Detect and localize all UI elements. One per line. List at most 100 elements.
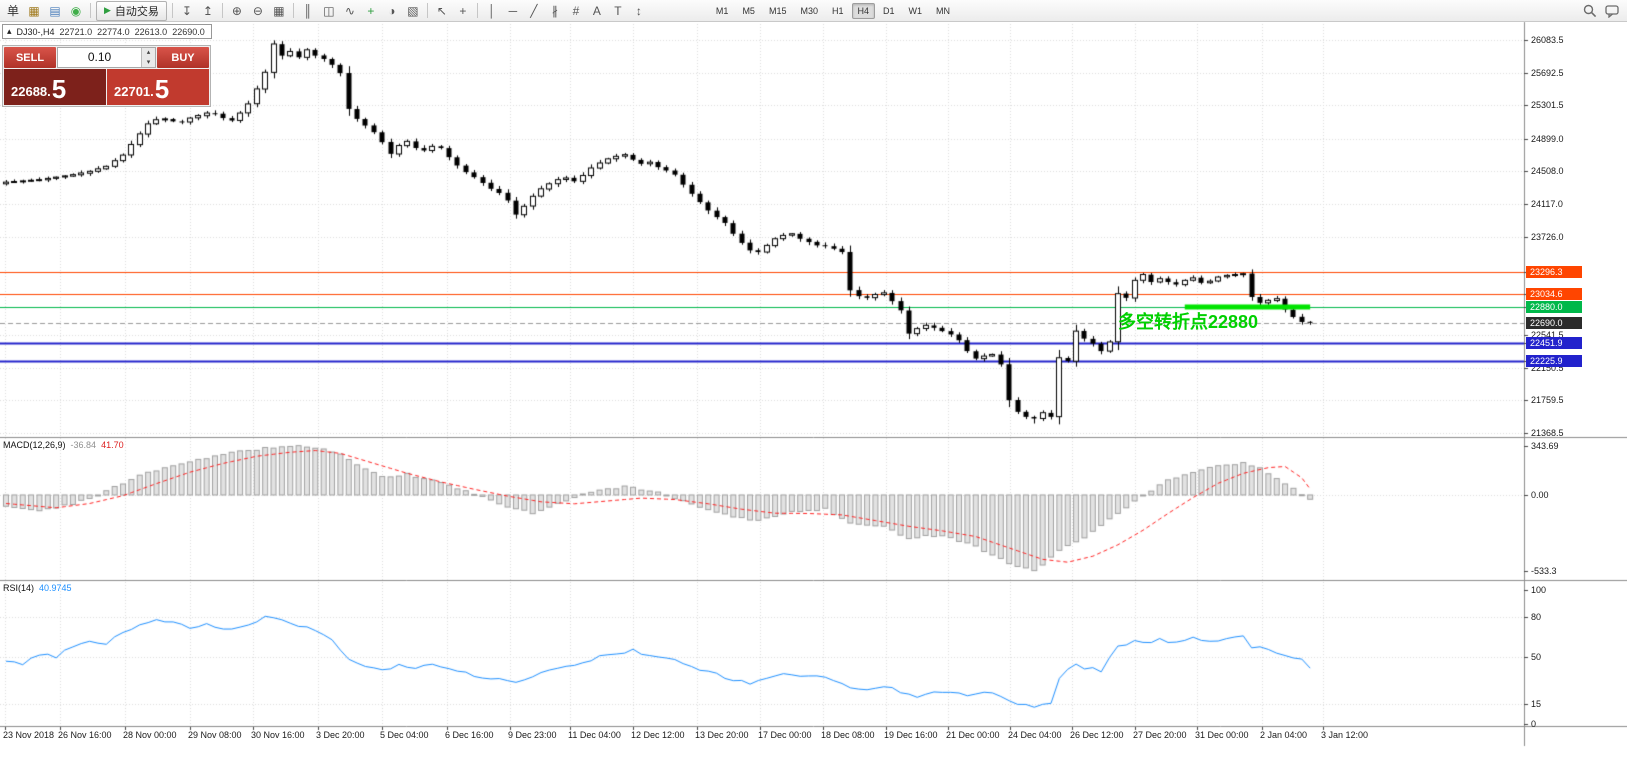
timeframe-button-m30[interactable]: M30	[800, 5, 818, 16]
zoom-in-icon[interactable]: ⊕	[231, 3, 242, 18]
chart-tab-icon: ▴	[7, 26, 12, 36]
macd-pane[interactable]	[0, 439, 1524, 578]
toolbar-separator	[426, 3, 428, 18]
time-axis-label: 3 Dec 20:00	[316, 730, 365, 740]
templates-icon[interactable]: ▧	[407, 3, 419, 18]
time-axis-label: 18 Dec 08:00	[821, 730, 875, 740]
trendline-icon[interactable]: ╱	[530, 3, 538, 18]
axis-label: 21759.5	[1531, 395, 1564, 406]
main-chart-pane[interactable]	[0, 24, 1524, 434]
axis-label: 22150.5	[1531, 362, 1564, 373]
cursor-icon[interactable]: ↖	[436, 3, 447, 18]
rsi-value: 40.9745	[39, 583, 72, 593]
toolbar-main-group: 单 ▦ ▤ ◉ ▶ 自动交易 ↧ ↥ ⊕ ⊖ ▦ ║ ◫ ∿ + ◑ ▧ ↖ + │ ─ ╱ ∦ # A T ↕ M1 M5 M15 M30…	[3, 0, 956, 21]
axis-label: 24899.0	[1531, 133, 1564, 144]
axis-label: 100	[1531, 585, 1547, 595]
volume-up-button[interactable]: ▴	[142, 48, 155, 58]
toolbar: 单 ▦ ▤ ◉ ▶ 自动交易 ↧ ↥ ⊕ ⊖ ▦ ║ ◫ ∿ + ◑ ▧ ↖ + │ ─ ╱ ∦ # A T ↕ M1 M5 M15 M30…	[0, 0, 1627, 22]
autotrading-label: 自动交易	[114, 5, 159, 18]
crosshair-icon[interactable]: +	[459, 3, 467, 18]
market-watch-icon[interactable]: ◉	[70, 3, 82, 18]
axis-label: 24508.0	[1531, 166, 1564, 177]
timeframe-button-m15[interactable]: M15	[768, 5, 787, 16]
arrows-icon[interactable]: ↕	[635, 3, 642, 18]
rsi-pane[interactable]	[0, 582, 1524, 725]
current-price-badge: 22690.0	[1526, 316, 1582, 329]
price-line-badge: 23034.6	[1526, 288, 1582, 301]
candlestick-chart-icon[interactable]: ◫	[323, 3, 335, 18]
time-axis-label: 13 Dec 20:00	[695, 730, 749, 740]
axis-label: 50	[1531, 652, 1542, 662]
axis-label: 343.69	[1531, 441, 1559, 452]
autotrading-status-icon: ▶	[104, 5, 111, 15]
axis-label: 0	[1531, 719, 1537, 729]
time-axis-label: 23 Nov 2018	[3, 730, 55, 740]
timeframe-button-m5[interactable]: M5	[742, 5, 755, 16]
time-axis-label: 31 Dec 00:00	[1195, 730, 1249, 740]
bar-chart-icon[interactable]: ║	[303, 3, 313, 18]
profiles-icon[interactable]: ▤	[49, 3, 61, 18]
axis-label: 24117.0	[1531, 199, 1563, 210]
buy-price-int: 22701.	[114, 84, 154, 99]
time-axis-label: 30 Nov 16:00	[251, 730, 305, 740]
text-icon[interactable]: A	[592, 3, 601, 18]
time-axis-label: 28 Nov 00:00	[123, 730, 177, 740]
price-line-badge: 22451.9	[1526, 336, 1582, 349]
time-axis-label: 26 Dec 12:00	[1070, 730, 1124, 740]
buy-price[interactable]: 22701. 5	[107, 69, 209, 105]
time-axis-label: 29 Nov 08:00	[188, 730, 242, 740]
add-chart-icon[interactable]: +	[367, 3, 375, 18]
bar-close-value: 22690.0	[172, 26, 205, 37]
search-icon[interactable]	[1580, 2, 1600, 20]
chart-title-tab[interactable]: ▴ DJ30-,H4 22721.0 22774.0 22613.0 22690…	[2, 24, 212, 39]
buy-button[interactable]: BUY	[157, 47, 209, 68]
indicator-window-icon[interactable]: ↧	[181, 3, 192, 18]
volume-value: 0.10	[87, 50, 112, 64]
rsi-indicator-label: RSI(14) 40.9745	[3, 583, 72, 593]
bar-open-value: 22721.0	[59, 26, 93, 37]
toolbar-separator	[476, 3, 478, 18]
equidistant-channel-icon[interactable]: ∦	[551, 3, 558, 18]
axis-label: -533.3	[1531, 565, 1557, 576]
price-axis[interactable]: 26083.5 25692.5 25301.5 24899.0 24508.0 24117…	[1524, 22, 1627, 746]
vertical-line-icon[interactable]: │	[488, 3, 496, 18]
horizontal-line-icon[interactable]: ─	[508, 3, 518, 18]
timeframe-button-h1[interactable]: H1	[831, 5, 844, 16]
macd-name: MACD(12,26,9)	[3, 440, 66, 450]
sell-price-big-digit: 5	[51, 74, 67, 104]
line-chart-icon[interactable]: ∿	[344, 3, 355, 18]
time-axis-label: 26 Nov 16:00	[58, 730, 112, 740]
timeframe-group: M1 M5 M15 M30 H1 H4 D1 W1 MN	[710, 2, 956, 19]
chat-icon[interactable]	[1602, 2, 1622, 20]
time-axis-label: 11 Dec 04:00	[568, 730, 621, 740]
autotrading-button[interactable]: ▶ 自动交易	[96, 0, 167, 21]
tile-windows-icon[interactable]: ▦	[273, 3, 285, 18]
bar-high-value: 22774.0	[97, 26, 130, 37]
time-axis-label: 17 Dec 00:00	[758, 730, 812, 740]
toolbar-right-group	[1580, 2, 1624, 20]
timeframe-button-m1[interactable]: M1	[715, 5, 729, 16]
volume-down-button[interactable]: ▾	[142, 57, 155, 67]
timeframe-button-d1[interactable]: D1	[883, 5, 895, 16]
zoom-out-icon[interactable]: ⊖	[252, 3, 263, 18]
new-order-button[interactable]: 单	[6, 4, 19, 18]
volume-field[interactable]: 0.10 ▴ ▾	[57, 47, 156, 68]
toolbar-separator	[292, 3, 294, 18]
sell-button[interactable]: SELL	[4, 47, 56, 68]
indicator-add-icon[interactable]: ↥	[202, 3, 213, 18]
price-line-badge: 22225.9	[1526, 355, 1582, 368]
period-icon[interactable]: ◑	[388, 3, 396, 18]
fibonacci-icon[interactable]: #	[572, 3, 580, 18]
charts-icon[interactable]: ▦	[28, 3, 40, 18]
timeframe-button-w1[interactable]: W1	[908, 5, 923, 16]
timeframe-button-h4[interactable]: H4	[851, 2, 876, 19]
timeframe-button-mn[interactable]: MN	[936, 5, 951, 16]
axis-label: 21368.5	[1531, 427, 1564, 438]
time-axis-label: 21 Dec 00:00	[946, 730, 1000, 740]
time-axis[interactable]: 23 Nov 2018 26 Nov 16:00 28 Nov 00:00 29 No…	[0, 726, 1524, 746]
label-icon[interactable]: T	[614, 3, 622, 18]
sell-price[interactable]: 22688. 5	[4, 69, 106, 105]
pivot-annotation-text[interactable]: 多空转折点22880	[1118, 312, 1259, 332]
time-axis-label: 9 Dec 23:00	[508, 730, 557, 740]
